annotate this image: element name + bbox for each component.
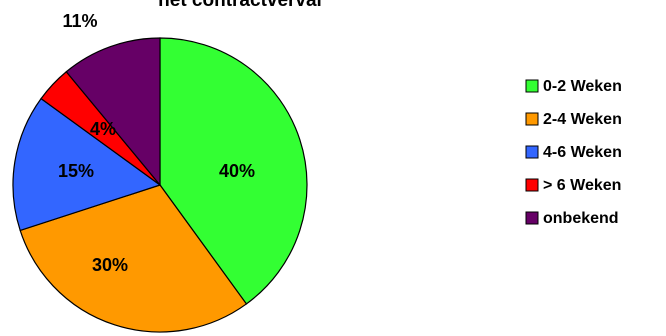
legend-label-2: 2-4 Weken (543, 111, 622, 128)
slice-label-3: 15% (58, 161, 94, 181)
slice-label-1: 40% (219, 161, 255, 181)
pie-slice-5 (65, 37, 161, 187)
slice-label-4: 4% (90, 119, 116, 139)
legend-label-4: > 6 Weken (543, 177, 621, 194)
slice-label-2: 30% (92, 255, 128, 275)
legend-swatch-1 (525, 79, 539, 93)
chart-title: het contractverval (158, 0, 322, 11)
legend-label-1: 0-2 Weken (543, 78, 622, 95)
legend-swatch-5 (525, 211, 539, 225)
legend-label-3: 4-6 Weken (543, 144, 622, 161)
slice-label-5: 11% (62, 11, 97, 31)
legend-swatch-4 (525, 178, 539, 192)
pie-slice-1 (159, 37, 308, 305)
legend-swatch-3 (525, 145, 539, 159)
legend-swatch-2 (525, 112, 539, 126)
legend: 0-2 Weken 2-4 Weken 4-6 Weken > 6 Weken onbe… (525, 78, 622, 227)
pie-slices (12, 37, 308, 333)
pie-slice-3 (12, 97, 162, 232)
pie-slice-2 (19, 184, 248, 333)
legend-label-5: onbekend (543, 210, 619, 227)
slice-labels: 40% 30% 15% 4% 11% (58, 11, 255, 275)
